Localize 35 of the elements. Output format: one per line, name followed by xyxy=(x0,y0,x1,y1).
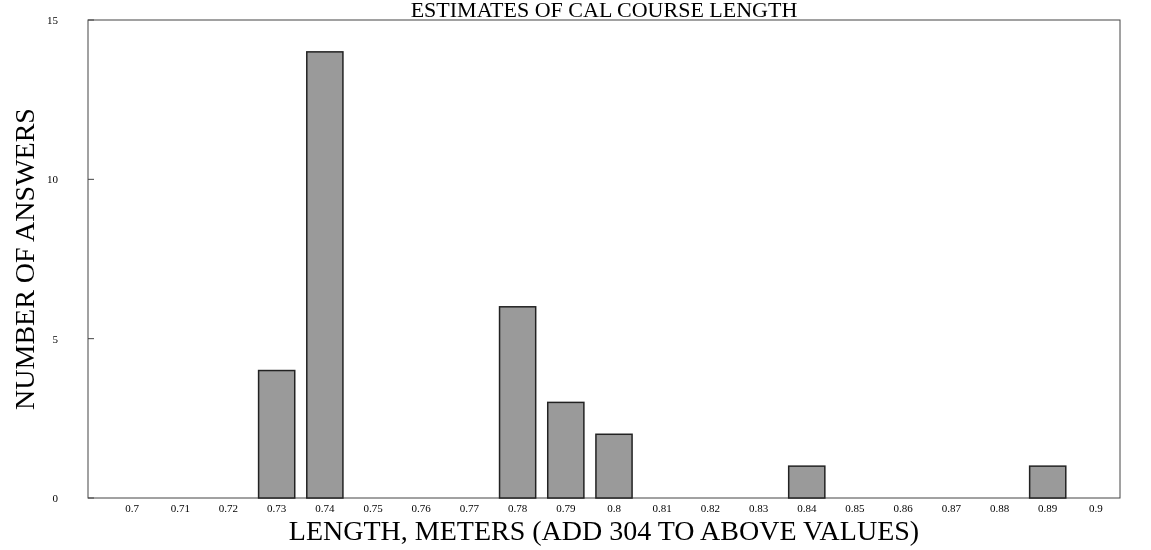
x-tick-label: 0.81 xyxy=(652,502,672,514)
x-tick-label: 0.84 xyxy=(797,502,817,514)
bar xyxy=(546,401,585,499)
x-tick-label: 0.72 xyxy=(218,502,239,514)
y-tick-label: 10 xyxy=(47,173,59,186)
y-tick-label: 15 xyxy=(47,13,59,26)
x-tick-label: 0.78 xyxy=(507,502,528,514)
x-tick-label: 0.74 xyxy=(315,502,335,514)
x-tick-label: 0.79 xyxy=(556,502,576,514)
y-tick-label: 0 xyxy=(52,491,59,504)
x-tick-label: 0.76 xyxy=(411,502,432,514)
chart-title: ESTIMATES OF CAL COURSE LENGTH xyxy=(410,0,798,22)
bar xyxy=(306,51,344,499)
x-tick-label: 0.9 xyxy=(1089,502,1104,514)
y-axis-title: NUMBER OF ANSWERS xyxy=(9,108,40,410)
x-tick-label: 0.83 xyxy=(748,502,769,514)
x-tick-label: 0.73 xyxy=(267,502,287,514)
x-tick-label: 0.71 xyxy=(170,502,190,514)
bar xyxy=(498,306,537,499)
bar xyxy=(595,433,633,499)
bar xyxy=(1028,465,1067,499)
bar xyxy=(257,369,296,499)
x-axis-title: LENGTH, METERS (ADD 304 TO ABOVE VALUES) xyxy=(288,515,920,546)
x-tick-label: 0.89 xyxy=(1038,502,1058,514)
x-tick-label: 0.75 xyxy=(363,502,384,514)
x-tick-label: 0.87 xyxy=(941,502,962,514)
x-tick-label: 0.7 xyxy=(125,502,140,514)
y-tick-label: 5 xyxy=(52,332,59,345)
bar xyxy=(787,465,826,499)
x-tick-label: 0.86 xyxy=(893,502,914,514)
x-tick-label: 0.88 xyxy=(989,502,1010,514)
x-tick-label: 0.85 xyxy=(845,502,866,514)
x-tick-label: 0.77 xyxy=(459,502,480,514)
x-tick-label: 0.82 xyxy=(700,502,721,514)
x-tick-label: 0.8 xyxy=(607,502,622,514)
